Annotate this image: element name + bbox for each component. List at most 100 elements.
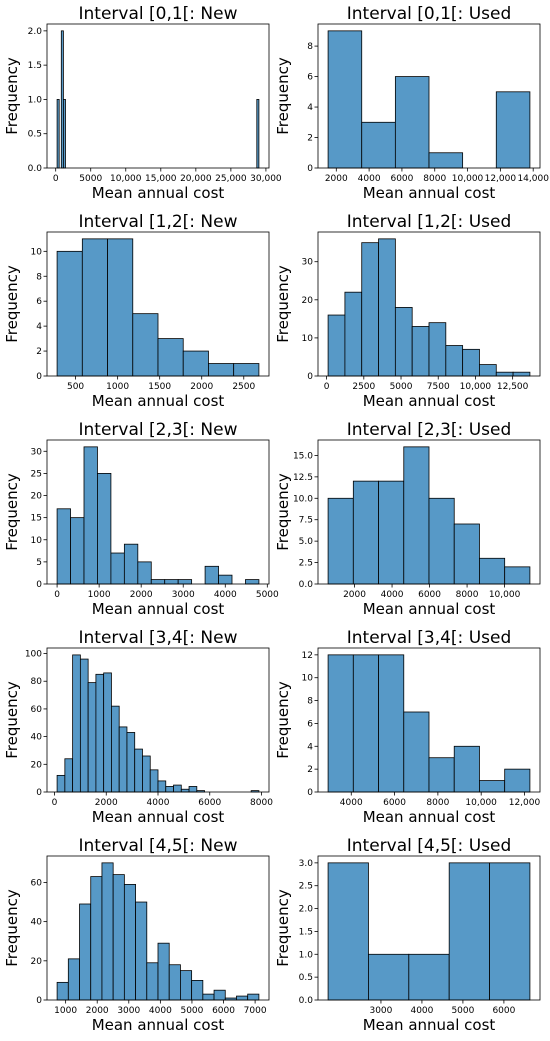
y-axis-label: Frequency <box>3 681 21 759</box>
bar <box>408 953 450 1001</box>
chart-title: Interval [1,2[: New <box>78 212 237 232</box>
x-axis-label: Mean annual cost <box>92 184 225 202</box>
bar <box>110 552 125 585</box>
bar <box>394 307 413 377</box>
x-axis-label: Mean annual cost <box>363 184 496 202</box>
y-tick-label: 2.0 <box>28 27 43 37</box>
y-tick-label: 30 <box>31 447 43 457</box>
axes-frame <box>317 855 541 1001</box>
x-tick-label: 0 <box>53 174 59 184</box>
bar <box>132 313 159 377</box>
y-tick-label: 20 <box>31 492 43 502</box>
y-tick-label: 10 <box>31 247 43 257</box>
y-tick-label: 2 <box>36 347 42 357</box>
bar <box>428 152 464 169</box>
y-tick-label: 0 <box>36 996 42 1006</box>
x-tick-label: 30,000 <box>250 174 282 184</box>
y-tick-label: 8 <box>36 272 42 282</box>
chart-title: Interval [3,4[: Used <box>347 628 512 648</box>
x-axis-label: Mean annual cost <box>363 600 496 618</box>
bar <box>204 565 219 585</box>
y-tick-label: 1.0 <box>299 950 314 960</box>
y-tick-label: 25 <box>31 469 42 479</box>
x-tick-label: 6000 <box>212 1006 235 1016</box>
bar <box>428 322 447 377</box>
x-tick-label: 10,000 <box>460 382 492 392</box>
bar <box>101 862 114 1001</box>
axes-frame <box>317 647 541 793</box>
x-tick-label: 0 <box>52 798 58 808</box>
x-tick-label: 2500 <box>232 382 255 392</box>
bar <box>150 579 166 585</box>
y-tick-label: 2 <box>307 134 313 144</box>
bar <box>123 884 136 1001</box>
y-tick-label: 12 <box>302 651 313 661</box>
bar <box>165 786 174 793</box>
bar <box>62 99 66 169</box>
bar <box>403 711 430 793</box>
bar <box>256 99 260 169</box>
bar <box>411 326 430 377</box>
bar <box>327 30 363 169</box>
y-tick-label: 1.5 <box>299 927 313 937</box>
chart-title: Interval [3,4[: New <box>78 628 237 648</box>
x-tick-label: 6000 <box>418 590 441 600</box>
y-tick-label: 6 <box>307 719 313 729</box>
chart-title: Interval [2,3[: New <box>78 420 237 440</box>
y-tick-label: 7.5 <box>299 516 313 526</box>
x-tick-label: 4000 <box>381 590 404 600</box>
bar <box>247 993 260 1001</box>
y-tick-label: 100 <box>25 650 42 660</box>
bar <box>149 769 159 793</box>
y-tick-label: 4 <box>36 322 42 332</box>
bar <box>137 561 152 585</box>
x-tick-label: 8000 <box>456 590 479 600</box>
bar <box>504 768 531 793</box>
x-tick-label: 2500 <box>352 382 375 392</box>
bar <box>177 579 193 585</box>
y-axis-label: Frequency <box>274 473 292 551</box>
bar <box>403 446 430 585</box>
chart-title: Interval [1,2[: Used <box>347 212 512 232</box>
x-axis-label: Mean annual cost <box>363 392 496 410</box>
x-tick-label: 15,000 <box>145 174 177 184</box>
bar <box>378 238 396 377</box>
bar <box>111 705 120 793</box>
bar <box>157 780 167 793</box>
x-axis-label: Mean annual cost <box>92 392 225 410</box>
bar <box>361 121 396 169</box>
bar <box>327 497 354 585</box>
bar <box>479 364 497 377</box>
y-tick-label: 6 <box>36 297 42 307</box>
x-axis-label: Mean annual cost <box>92 1016 225 1034</box>
y-tick-label: 80 <box>31 677 43 687</box>
y-tick-label: 1.0 <box>28 95 43 105</box>
bar <box>512 371 531 377</box>
bar <box>182 350 209 377</box>
y-tick-label: 2 <box>307 765 313 775</box>
x-tick-label: 2000 <box>130 590 153 600</box>
x-tick-label: 5000 <box>451 1006 474 1016</box>
x-tick-label: 3000 <box>117 1006 140 1016</box>
x-tick-label: 5000 <box>79 174 102 184</box>
y-axis-label: Frequency <box>3 57 21 135</box>
bar <box>123 543 139 585</box>
bar <box>344 291 363 377</box>
x-tick-label: 10,000 <box>489 590 521 600</box>
chart-title: Interval [0,1[: New <box>78 4 237 24</box>
bar <box>79 903 92 1001</box>
x-tick-label: 4000 <box>149 1006 172 1016</box>
y-tick-label: 3.0 <box>299 859 314 869</box>
bar <box>327 862 369 1001</box>
bar <box>327 654 354 793</box>
x-tick-label: 7000 <box>244 1006 267 1016</box>
bar <box>327 314 346 377</box>
axes-frame <box>46 439 270 585</box>
bar <box>352 480 379 585</box>
y-tick-label: 2.0 <box>299 905 314 915</box>
x-tick-label: 3000 <box>172 590 195 600</box>
bar <box>489 862 531 1001</box>
y-tick-label: 8 <box>307 42 313 52</box>
bar <box>202 993 215 1001</box>
